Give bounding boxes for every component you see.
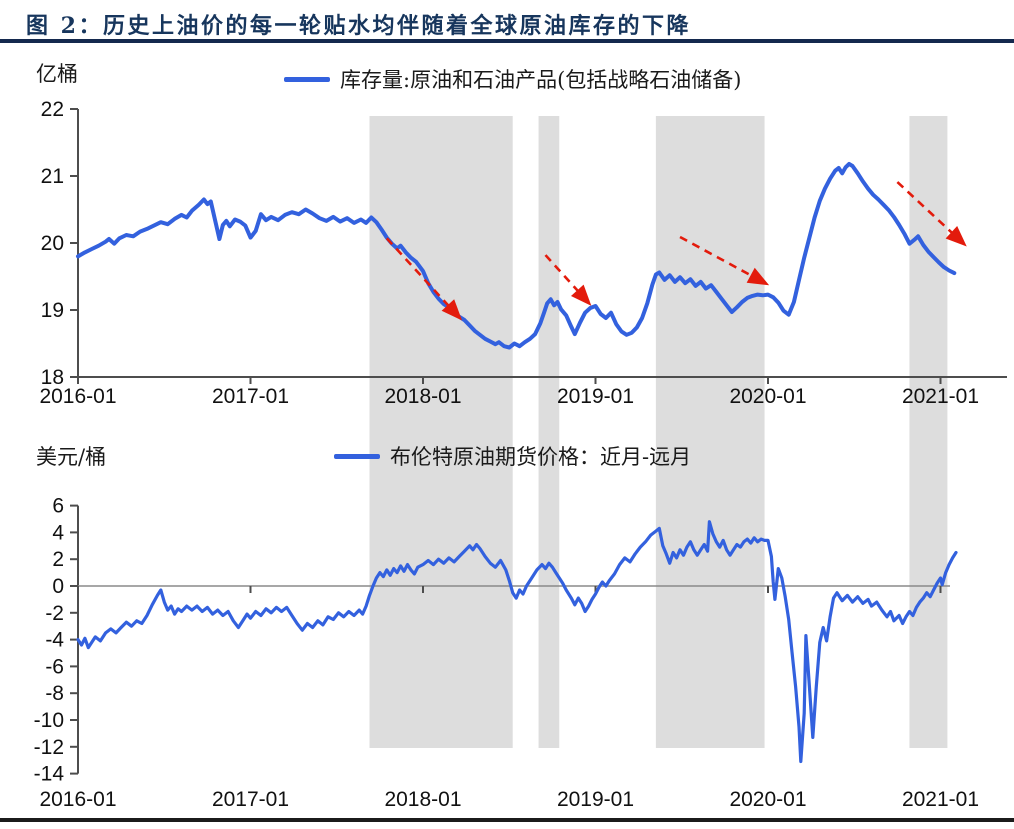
decline-arrow-head bbox=[945, 226, 967, 247]
spread-line bbox=[76, 520, 958, 764]
decline-arrow-head bbox=[441, 299, 463, 321]
backwardation-band bbox=[655, 116, 765, 748]
x-tick-label: 2021-01 bbox=[902, 788, 979, 811]
figure-title: 图 2：历史上油价的每一轮贴水均伴随着全球原油库存的下降 bbox=[26, 13, 691, 39]
y-tick-label: 0 bbox=[52, 575, 64, 598]
inventory-line bbox=[76, 161, 957, 350]
inventory-unit-label: 亿桶 bbox=[36, 62, 78, 86]
x-tick-label: 2018-01 bbox=[384, 385, 461, 408]
x-tick-label: 2016-01 bbox=[39, 788, 116, 811]
decline-arrow-shaft bbox=[544, 254, 581, 295]
y-tick-label: -8 bbox=[45, 682, 64, 705]
y-tick-label: 2 bbox=[52, 548, 64, 571]
x-tick-label: 2019-01 bbox=[557, 788, 634, 811]
y-tick-label: -4 bbox=[45, 629, 64, 652]
spread-legend-label: 布伦特原油期货价格：近月-远月 bbox=[390, 445, 692, 469]
decline-arrow-shaft bbox=[385, 237, 452, 309]
figure-bottom-rule bbox=[0, 818, 1014, 822]
spread-legend: 布伦特原油期货价格：近月-远月 bbox=[334, 441, 691, 471]
decline-arrow-head bbox=[746, 267, 770, 286]
x-tick-label: 2020-01 bbox=[729, 385, 806, 408]
x-tick-label: 2017-01 bbox=[212, 385, 289, 408]
backwardation-band bbox=[369, 116, 513, 748]
x-tick-label: 2016-01 bbox=[39, 385, 116, 408]
x-tick-label: 2018-01 bbox=[384, 788, 461, 811]
spread-unit-label: 美元/桶 bbox=[36, 445, 107, 469]
x-tick-label: 2019-01 bbox=[557, 385, 634, 408]
y-tick-label: 4 bbox=[52, 521, 64, 544]
y-tick-label: 22 bbox=[41, 98, 64, 121]
y-tick-label: -2 bbox=[45, 602, 64, 625]
y-tick-label: -10 bbox=[34, 709, 64, 732]
legend-line-swatch bbox=[284, 76, 330, 82]
inventory-legend: 库存量:原油和石油产品(包括战略石油储备) bbox=[284, 64, 741, 94]
y-tick-label: 20 bbox=[41, 232, 64, 255]
legend-line-swatch bbox=[334, 453, 380, 459]
decline-arrow-shaft bbox=[679, 235, 755, 279]
y-tick-label: 6 bbox=[52, 495, 64, 518]
inventory-legend-label: 库存量:原油和石油产品(包括战略石油储备) bbox=[340, 68, 742, 92]
title-divider-rule bbox=[0, 39, 1014, 43]
y-tick-label: 18 bbox=[41, 366, 64, 389]
x-tick-label: 2020-01 bbox=[729, 788, 806, 811]
y-tick-label: -6 bbox=[45, 655, 64, 678]
backwardation-band bbox=[538, 116, 560, 748]
y-tick-label: -12 bbox=[34, 736, 64, 759]
y-tick-label: -14 bbox=[34, 763, 65, 786]
decline-arrow-head bbox=[570, 284, 592, 306]
y-tick-label: 19 bbox=[41, 299, 64, 322]
x-tick-label: 2021-01 bbox=[902, 385, 979, 408]
y-tick-label: 21 bbox=[41, 165, 64, 188]
x-tick-label: 2017-01 bbox=[212, 788, 289, 811]
